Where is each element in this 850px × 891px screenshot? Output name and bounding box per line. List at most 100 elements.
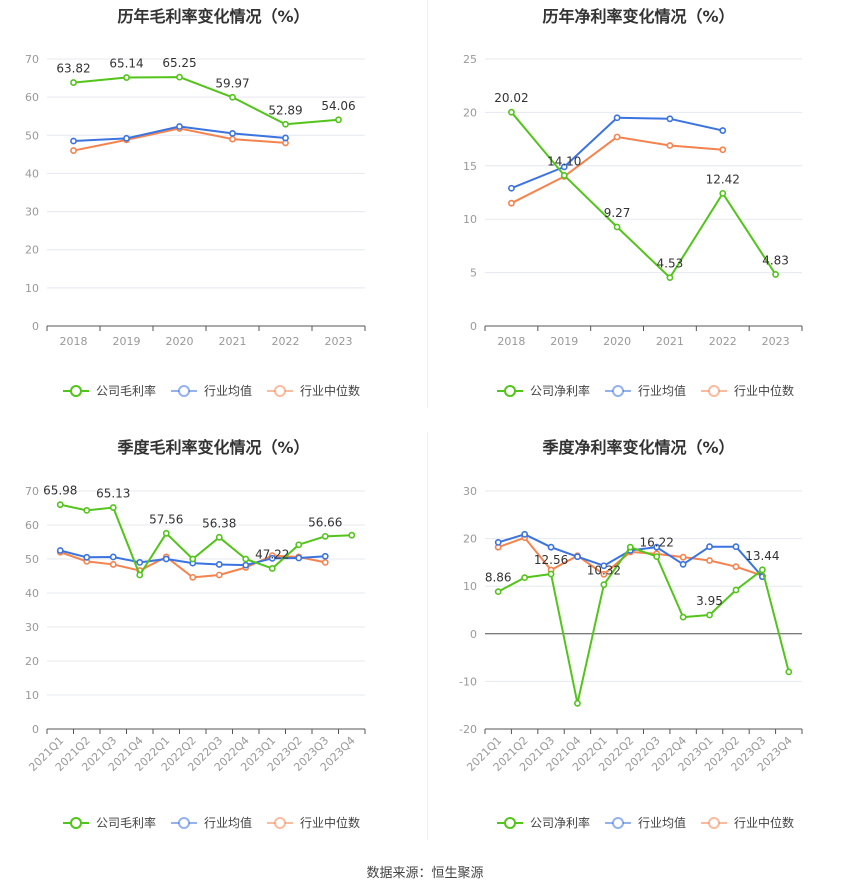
y-tick-label: 0: [32, 723, 39, 736]
legend-marker: [274, 385, 286, 397]
legend-marker: [178, 817, 190, 829]
data-label: 65.25: [162, 56, 196, 70]
data-point: [706, 543, 713, 551]
data-point: [732, 543, 740, 551]
data-point: [109, 553, 117, 561]
data-point: [560, 163, 568, 171]
y-tick-label: 25: [463, 53, 477, 66]
data-point: [772, 271, 779, 278]
data-point: [162, 529, 170, 537]
data-point: [56, 547, 64, 554]
data-point: [494, 588, 502, 596]
legend-label: 行业均值: [638, 383, 686, 398]
chart-plot-quarterly-net-margin: -20-1001020302021Q12021Q22021Q32021Q4202…: [459, 485, 803, 830]
y-tick-label: 30: [463, 485, 477, 498]
legend-item: 公司净利率: [497, 383, 590, 398]
data-point: [215, 561, 223, 568]
data-point: [613, 223, 621, 231]
legend-label: 行业均值: [204, 815, 252, 830]
data-point: [229, 135, 236, 143]
x-tick-label: 2023: [762, 335, 790, 348]
data-point: [494, 539, 502, 546]
x-tick-label: 2019: [550, 335, 578, 348]
y-tick-label: 30: [25, 206, 39, 219]
data-point: [653, 543, 661, 551]
data-point: [335, 116, 342, 124]
y-tick-label: 0: [470, 628, 477, 641]
y-tick-label: -20: [459, 723, 477, 736]
series-line: [510, 135, 723, 205]
data-point: [521, 574, 529, 582]
legend-label: 行业中位数: [300, 815, 360, 830]
legend-item: 行业中位数: [701, 815, 794, 830]
y-tick-label: 10: [463, 580, 477, 593]
data-point: [268, 554, 276, 562]
data-point: [229, 129, 236, 137]
data-point: [70, 137, 77, 145]
y-tick-label: 60: [25, 519, 39, 532]
y-tick-label: 70: [25, 53, 39, 66]
data-label: 56.66: [308, 515, 342, 529]
legend-marker: [70, 817, 82, 829]
data-point: [268, 565, 276, 572]
data-label: 63.82: [56, 62, 90, 76]
legend-label: 行业中位数: [734, 815, 794, 830]
data-label: 8.86: [485, 571, 512, 585]
legend-label: 公司毛利率: [96, 815, 156, 830]
data-point: [215, 571, 223, 579]
data-point: [679, 560, 687, 568]
data-label: 65.14: [109, 57, 143, 71]
data-point: [785, 668, 793, 676]
data-label: 65.13: [96, 487, 130, 501]
data-label: 9.27: [604, 206, 631, 220]
data-point: [295, 554, 303, 562]
data-label: 59.97: [215, 76, 249, 90]
y-tick-label: 0: [32, 320, 39, 333]
chart-title: 历年毛利率变化情况（%）: [117, 7, 310, 26]
data-label: 65.98: [43, 484, 77, 498]
y-tick-label: 30: [25, 621, 39, 634]
data-point: [521, 530, 529, 538]
data-point: [321, 552, 329, 560]
data-point: [70, 79, 77, 86]
data-point: [282, 134, 289, 142]
data-point: [109, 504, 117, 511]
data-point: [136, 558, 144, 566]
legend-marker: [612, 817, 624, 829]
legend-item: 行业中位数: [267, 383, 360, 398]
data-point: [706, 557, 713, 564]
legend-item: 公司毛利率: [63, 383, 156, 398]
chart-plot-quarterly-gross-margin: 0102030405060702021Q12021Q22021Q32021Q42…: [25, 484, 366, 830]
chart-panel-quarterly-net-margin: 季度净利率变化情况（%） -20 -10 0 10 20 30 2021Q1 2021Q2 20…: [427, 420, 850, 850]
y-tick-label: 0: [470, 320, 477, 333]
data-label: 54.06: [321, 99, 355, 113]
data-point: [229, 93, 236, 101]
y-tick-label: 60: [25, 91, 39, 104]
series-line: [497, 546, 790, 705]
y-tick-label: 10: [463, 213, 477, 226]
data-point: [719, 127, 727, 134]
x-tick-label: 2019: [113, 335, 141, 348]
data-point: [123, 134, 130, 142]
chart-panel-quarterly-gross-margin: 季度毛利率变化情况（%） 0 10 20 30 40 50 60 70 2021Q1 2021Q2…: [0, 420, 427, 850]
x-tick-label: 2020: [603, 335, 631, 348]
data-point: [679, 553, 687, 561]
series-line: [510, 111, 777, 279]
data-label: 47.22: [255, 547, 289, 561]
data-point: [613, 114, 621, 122]
legend-marker: [178, 385, 190, 397]
data-label: 13.44: [745, 549, 779, 563]
data-label: 16.22: [640, 536, 674, 550]
series-line: [60, 503, 352, 576]
data-point: [70, 147, 77, 154]
legend-label: 行业均值: [204, 383, 252, 398]
data-point: [321, 532, 329, 540]
data-point: [508, 184, 515, 192]
legend-item: 行业均值: [605, 383, 686, 398]
data-point: [189, 573, 197, 581]
data-label: 14.10: [547, 154, 581, 168]
y-tick-label: 70: [25, 485, 39, 498]
y-tick-label: 20: [25, 655, 39, 668]
y-tick-label: 40: [25, 587, 39, 600]
y-tick-label: 15: [463, 160, 477, 173]
